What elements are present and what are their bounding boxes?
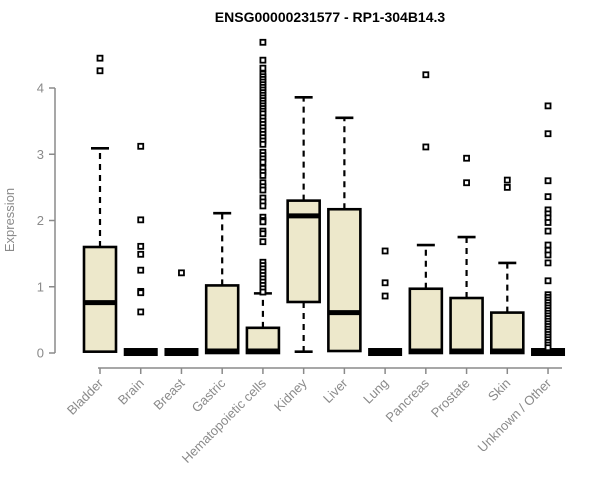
outlier-point: [544, 193, 552, 201]
x-tick-label-gastric: Gastric: [189, 375, 229, 415]
x-tick-label-unknown-other: Unknown / Other: [475, 375, 555, 455]
outlier-point: [381, 292, 389, 300]
y-tick-label: 4: [37, 81, 44, 96]
box-unknown-other: [531, 102, 566, 357]
outlier-point: [544, 259, 552, 267]
outlier-point: [463, 154, 470, 162]
outlier-point: [422, 71, 430, 79]
outlier-point: [544, 219, 552, 226]
outlier-point: [463, 179, 470, 187]
outlier-point: [381, 247, 389, 255]
x-tick-label-liver: Liver: [320, 375, 351, 406]
outlier-point: [503, 183, 511, 191]
box-skin: [489, 176, 525, 355]
outlier-point: [544, 102, 552, 110]
outlier-point: [259, 230, 267, 238]
y-tick-label: 0: [37, 346, 44, 361]
y-tick-label: 3: [37, 147, 44, 162]
outlier-point: [544, 277, 552, 285]
outlier-point: [259, 38, 267, 46]
outlier-point: [503, 176, 511, 184]
box-liver: [327, 116, 362, 353]
box-kidney: [286, 95, 321, 353]
y-tick-label: 1: [37, 279, 44, 294]
outlier-point: [137, 216, 145, 224]
chart-title: ENSG00000231577 - RP1-304B14.3: [215, 9, 446, 25]
collapsed-box: [123, 348, 158, 357]
outlier-point: [137, 250, 145, 258]
x-tick-label-skin: Skin: [485, 376, 513, 404]
x-tick-label-bladder: Bladder: [64, 375, 107, 418]
outlier-point: [259, 238, 267, 246]
outlier-point: [137, 242, 145, 250]
x-tick-label-kidney: Kidney: [271, 375, 310, 414]
box-rect: [489, 311, 525, 355]
x-tick-label-pancreas: Pancreas: [383, 375, 433, 425]
collapsed-box: [164, 348, 199, 357]
outlier-point: [259, 158, 267, 166]
outlier-point: [259, 186, 267, 194]
x-tick-label-brain: Brain: [115, 376, 147, 408]
outlier-point: [544, 344, 552, 352]
box-breast: [164, 269, 199, 357]
box-lung: [368, 247, 403, 357]
outlier-point: [137, 289, 145, 297]
outlier-point: [544, 241, 552, 249]
outlier-point: [422, 143, 430, 151]
box-series: [82, 38, 566, 357]
box-hematopoietic-cells: [245, 38, 281, 355]
box-bladder: [82, 54, 118, 353]
outlier-point: [259, 140, 267, 148]
collapsed-box: [531, 348, 566, 357]
outlier-point: [137, 142, 145, 150]
box-brain: [123, 142, 158, 357]
outlier-point: [137, 266, 145, 274]
outlier-point: [544, 177, 552, 185]
outlier-point: [259, 288, 267, 296]
outlier-point: [259, 172, 267, 179]
outlier-point: [137, 308, 145, 316]
x-tick-label-breast: Breast: [150, 375, 187, 412]
outlier-point: [544, 130, 552, 138]
x-tick-label-lung: Lung: [360, 376, 391, 407]
outlier-point: [544, 227, 552, 235]
box-prostate: [449, 154, 484, 355]
y-axis-title: Expression: [2, 188, 17, 252]
outlier-point: [259, 218, 267, 226]
box-rect: [82, 245, 118, 353]
outlier-point: [259, 202, 267, 210]
outlier-point: [381, 279, 389, 287]
box-rect: [449, 296, 484, 355]
outlier-point: [96, 67, 104, 75]
outlier-point: [96, 54, 104, 62]
x-tick-label-prostate: Prostate: [428, 376, 473, 421]
box-rect: [327, 207, 362, 353]
box-pancreas: [408, 71, 444, 355]
outlier-point: [544, 251, 552, 259]
outlier-point: [259, 64, 267, 72]
box-gastric: [204, 211, 240, 355]
y-tick-label: 2: [37, 213, 44, 228]
box-rect: [204, 284, 240, 355]
box-rect: [408, 287, 444, 355]
outlier-point: [178, 269, 185, 277]
collapsed-box: [368, 348, 403, 357]
outlier-point: [259, 56, 267, 64]
